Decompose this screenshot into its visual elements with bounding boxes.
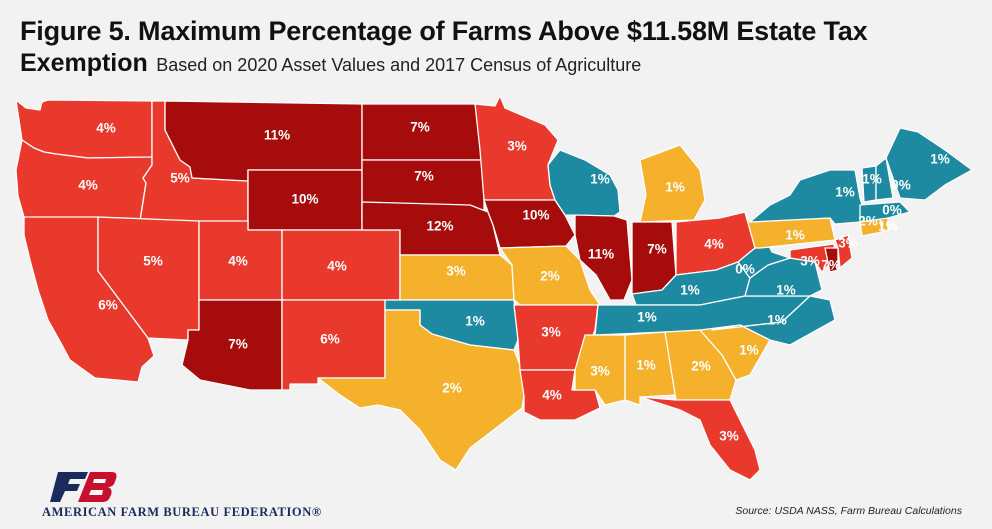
state-fl bbox=[639, 396, 761, 481]
state-label-nm: 6% bbox=[320, 332, 340, 347]
state-nh bbox=[875, 157, 894, 201]
figure-title-continued: Exemption Based on 2020 Asset Values and… bbox=[20, 48, 867, 82]
state-me bbox=[885, 127, 973, 201]
state-label-sd: 7% bbox=[414, 169, 434, 184]
state-label-ga: 2% bbox=[691, 359, 711, 374]
state-label-ok: 1% bbox=[465, 314, 485, 329]
state-nj bbox=[834, 234, 853, 269]
state-label-ri: 1% bbox=[878, 219, 898, 234]
state-wi bbox=[547, 149, 621, 217]
state-label-ny: 1% bbox=[835, 185, 855, 200]
state-label-vt: 1% bbox=[862, 172, 882, 187]
state-label-wy: 10% bbox=[291, 192, 318, 207]
state-de bbox=[824, 247, 839, 273]
state-label-nc: 1% bbox=[767, 313, 787, 328]
state-il bbox=[574, 214, 633, 301]
state-label-nv: 5% bbox=[143, 254, 163, 269]
state-label-ne: 12% bbox=[426, 219, 453, 234]
state-label-id: 5% bbox=[170, 171, 190, 186]
figure-subtitle: Based on 2020 Asset Values and 2017 Cens… bbox=[156, 55, 642, 75]
state-label-ct: 2% bbox=[858, 214, 878, 229]
state-label-nj: 3% bbox=[838, 236, 858, 251]
state-label-wi: 1% bbox=[590, 172, 610, 187]
state-label-mt: 11% bbox=[264, 128, 290, 143]
title-block: Figure 5. Maximum Percentage of Farms Ab… bbox=[20, 14, 868, 82]
figure-title-word: Exemption bbox=[20, 49, 148, 77]
state-label-sc: 1% bbox=[739, 343, 759, 358]
state-label-mo: 2% bbox=[540, 269, 560, 284]
state-label-me: 1% bbox=[930, 152, 950, 167]
state-label-in: 7% bbox=[647, 242, 667, 257]
state-mn bbox=[474, 95, 559, 201]
state-label-or: 4% bbox=[78, 178, 98, 193]
state-ny bbox=[749, 169, 866, 225]
state-label-ks: 3% bbox=[446, 264, 466, 279]
state-label-tx: 2% bbox=[442, 381, 462, 396]
state-label-pa: 1% bbox=[785, 228, 805, 243]
state-label-ms: 3% bbox=[590, 364, 610, 379]
state-label-tn: 1% bbox=[637, 310, 657, 325]
state-label-ar: 3% bbox=[541, 325, 561, 340]
state-la bbox=[519, 369, 601, 421]
state-label-mn: 3% bbox=[507, 139, 527, 154]
state-label-nh: 0% bbox=[891, 178, 911, 193]
state-nc bbox=[711, 295, 836, 346]
state-label-al: 1% bbox=[636, 358, 656, 373]
source-note: Source: USDA NASS, Farm Bureau Calculati… bbox=[735, 505, 962, 517]
organization-name: AMERICAN FARM BUREAU FEDERATION® bbox=[42, 505, 322, 519]
state-label-ia: 10% bbox=[522, 208, 549, 223]
farm-bureau-logo-icon bbox=[50, 472, 117, 502]
state-label-ut: 4% bbox=[228, 254, 248, 269]
state-label-nd: 7% bbox=[410, 120, 430, 135]
state-label-ca: 6% bbox=[98, 298, 118, 313]
state-tx bbox=[317, 309, 525, 471]
state-label-ky: 1% bbox=[680, 283, 700, 298]
state-label-fl: 3% bbox=[719, 429, 739, 444]
state-ma bbox=[859, 201, 911, 223]
state-label-co: 4% bbox=[327, 259, 347, 274]
state-label-va: 1% bbox=[776, 283, 796, 298]
figure-title: Figure 5. Maximum Percentage of Farms Ab… bbox=[20, 16, 868, 46]
state-label-wv: 0% bbox=[735, 262, 755, 277]
state-label-il: 11% bbox=[588, 247, 614, 262]
state-label-mi: 1% bbox=[665, 180, 685, 195]
state-label-la: 4% bbox=[542, 388, 562, 403]
state-label-wa: 4% bbox=[96, 121, 116, 136]
state-label-az: 7% bbox=[228, 337, 248, 352]
state-label-oh: 4% bbox=[704, 237, 724, 252]
state-label-md: 3% bbox=[800, 254, 820, 269]
state-label-de: 7% bbox=[821, 258, 841, 273]
state-label-ma: 0% bbox=[882, 203, 902, 218]
state-mi bbox=[639, 144, 706, 223]
